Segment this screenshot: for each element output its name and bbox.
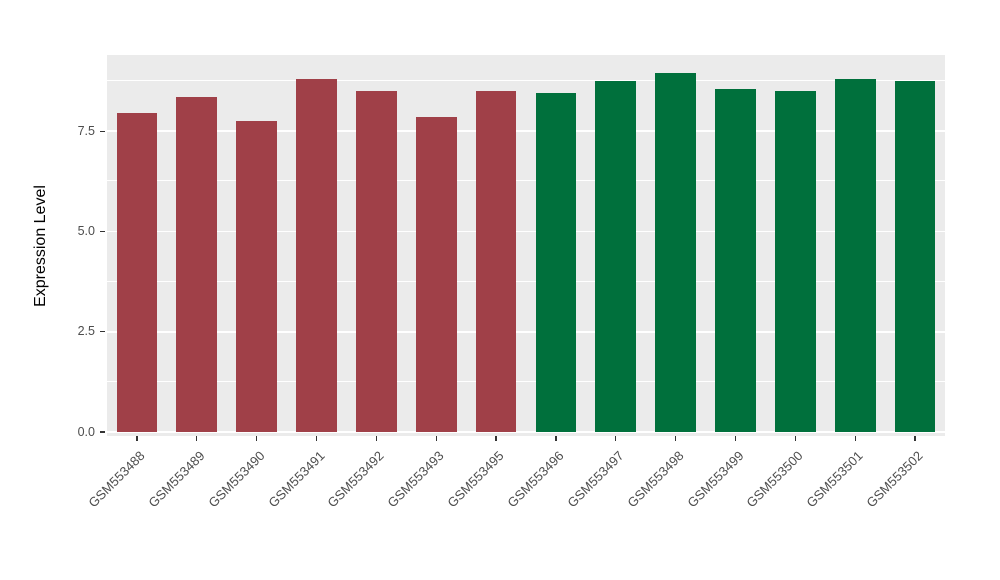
y-tick-label: 2.5 [77,324,95,339]
x-tick-label-GSM553498: GSM553498 [624,448,687,511]
x-tick-label-GSM553501: GSM553501 [803,448,866,511]
x-tick-mark [615,436,617,441]
x-tick-mark [495,436,497,441]
x-tick-mark [196,436,198,441]
bar-GSM553495 [475,91,517,432]
x-tick-label-GSM553490: GSM553490 [205,448,268,511]
gridline-major [107,130,945,133]
x-tick-label-GSM553488: GSM553488 [85,448,148,511]
gridline-minor [107,80,945,82]
x-tick-mark [734,436,737,441]
bar-GSM553501 [834,79,876,432]
x-tick-mark [794,436,796,441]
x-tick-label-GSM553500: GSM553500 [743,448,806,511]
bar-GSM553488 [116,113,158,432]
y-tick-label: 7.5 [77,123,95,138]
y-axis-ticks: 0.0 2.5 5.0 7.5 [0,55,107,439]
gridline-major [107,230,945,233]
x-tick-label-GSM553493: GSM553493 [384,448,447,511]
gridline-major [107,431,945,433]
gridline-minor [107,380,945,382]
y-tick-mark [100,130,105,132]
x-tick-mark [256,436,258,441]
gridline-major [107,330,945,333]
x-tick-label-GSM553495: GSM553495 [444,448,507,511]
bar-GSM553502 [894,81,936,432]
x-tick-label-GSM553489: GSM553489 [145,448,208,511]
x-tick-mark [315,436,318,441]
y-tick-label: 5.0 [77,223,95,238]
bar-GSM553491 [296,79,337,432]
bar-GSM553492 [356,91,397,432]
y-tick-mark [100,331,105,333]
x-tick-mark [854,436,856,441]
bar-GSM553496 [535,93,577,432]
bar-GSM553498 [655,73,696,432]
y-tick-mark [100,431,105,433]
plot-inner [107,55,945,433]
y-tick-mark [100,230,105,233]
x-tick-mark [675,436,677,441]
bar-GSM553489 [176,97,218,432]
y-tick-label: 0.0 [77,424,95,439]
bar-GSM553490 [236,121,277,432]
x-tick-label-GSM553492: GSM553492 [324,448,387,511]
x-tick-label-GSM553497: GSM553497 [564,448,627,511]
x-tick-mark [914,436,916,441]
gridline-minor [107,180,945,182]
bar-GSM553493 [415,117,457,432]
x-tick-mark [435,436,437,441]
x-tick-mark [136,436,138,441]
x-axis-labels: GSM553488 GSM553489 GSM553490 GSM553491 GSM5… [85,436,945,556]
bar-GSM553497 [595,81,637,432]
x-tick-label-GSM553499: GSM553499 [683,448,747,511]
plot-panel [107,55,945,436]
x-tick-mark [375,436,377,441]
x-tick-label-GSM553496: GSM553496 [504,448,567,511]
bar-GSM553499 [715,89,756,432]
bar-GSM553500 [775,91,816,432]
x-tick-mark [555,436,557,441]
x-tick-label-GSM553491: GSM553491 [264,448,328,511]
x-tick-label-GSM553502: GSM553502 [863,448,926,511]
gridline-minor [107,280,945,282]
